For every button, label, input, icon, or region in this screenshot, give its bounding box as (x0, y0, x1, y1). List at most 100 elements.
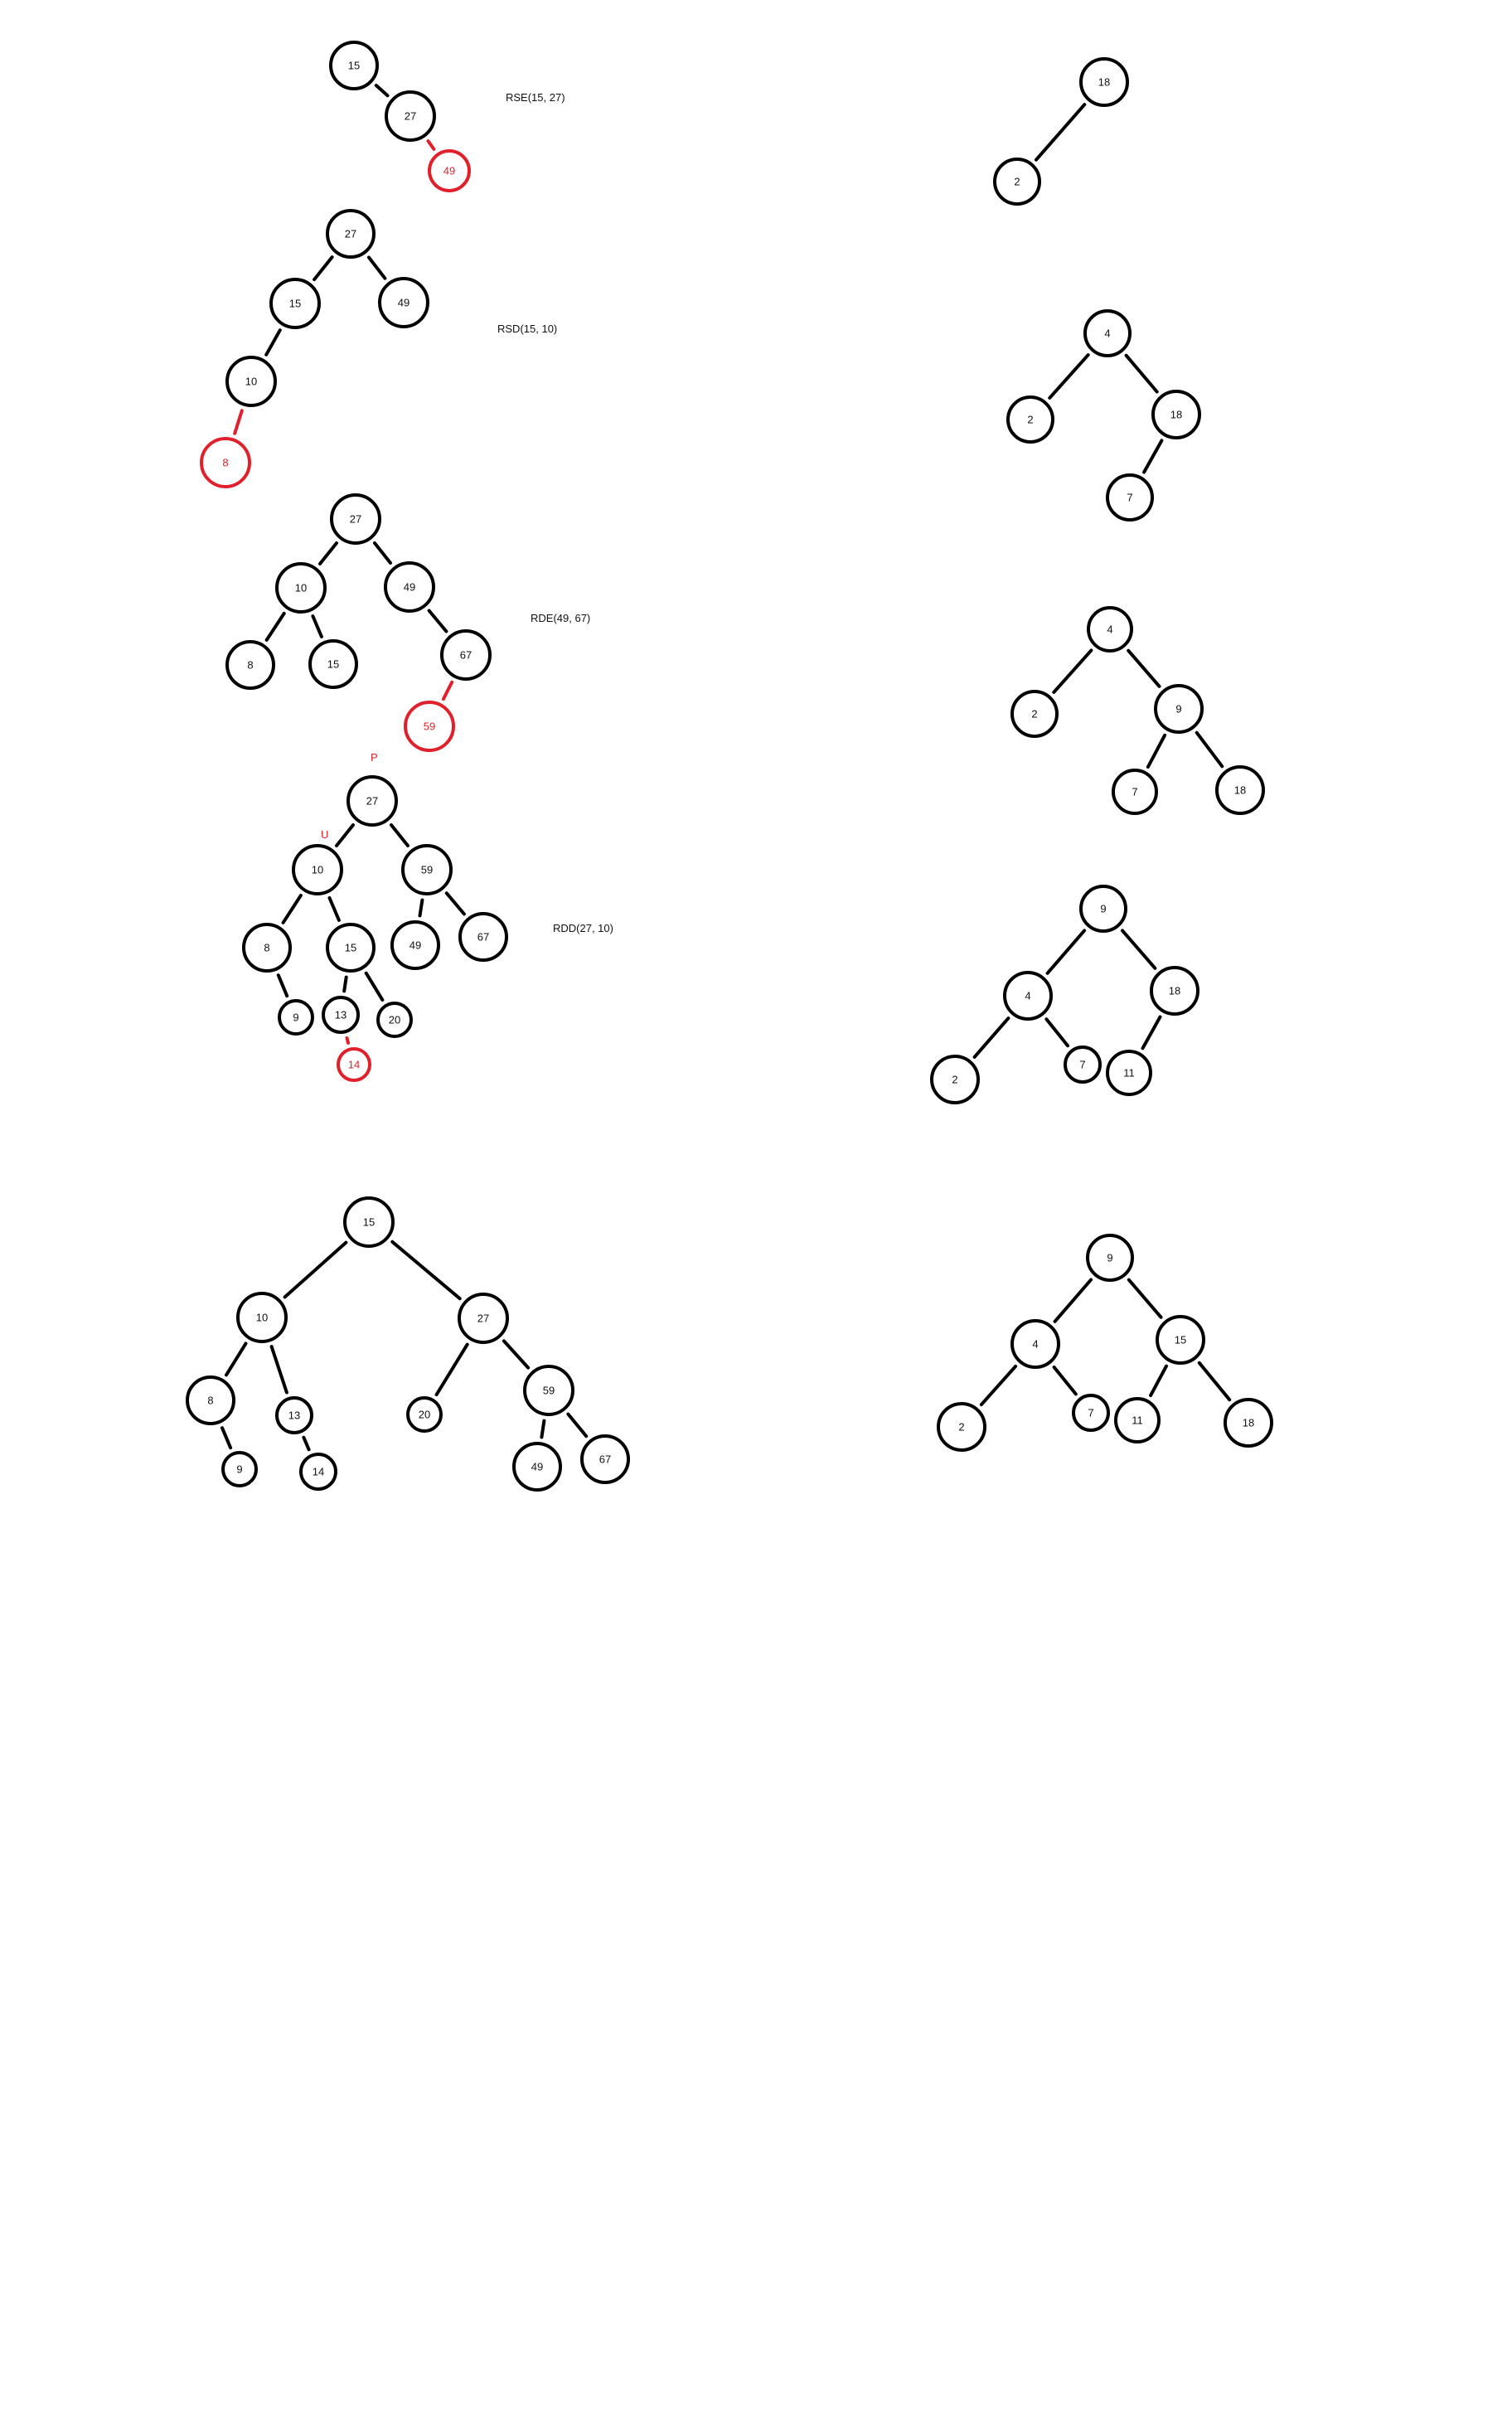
tree-node: 27 (326, 209, 376, 259)
tree-edge (225, 1341, 248, 1377)
tree-edge (345, 1036, 350, 1045)
node-circle (326, 209, 376, 259)
rotation-label: RSD(15, 10) (497, 323, 557, 335)
node-value: 2 (958, 1421, 964, 1434)
tree-node: 2 (930, 1055, 980, 1104)
tree-node: 8 (242, 923, 292, 973)
node-circle (278, 999, 314, 1036)
node-circle (1112, 769, 1158, 815)
node-value: 59 (543, 1385, 555, 1397)
node-circle (993, 158, 1041, 206)
node-circle (343, 1196, 395, 1248)
tree-edge (426, 139, 436, 151)
node-circle (1064, 1046, 1102, 1084)
node-circle (384, 561, 435, 613)
tree-node: 67 (580, 1434, 630, 1484)
tree-node: 10 (236, 1292, 288, 1343)
node-circle (401, 844, 453, 895)
node-value: 27 (345, 228, 356, 240)
node-value: 4 (1032, 1338, 1038, 1351)
node-value: 11 (1123, 1067, 1135, 1080)
node-value: 15 (289, 298, 301, 310)
tree-node: 9 (1154, 684, 1204, 734)
node-circle (1010, 1319, 1060, 1369)
node-circle (330, 493, 381, 545)
tree-node: 18 (1150, 966, 1199, 1016)
node-circle (1114, 1397, 1161, 1443)
node-value: 9 (236, 1463, 242, 1476)
tree-edge (1044, 1017, 1069, 1048)
tree-node: 7 (1072, 1394, 1110, 1432)
node-value: 18 (1098, 76, 1110, 89)
node-circle (440, 629, 492, 681)
tree-edge (1146, 733, 1167, 769)
node-value: 2 (1031, 708, 1037, 720)
node-value: 10 (245, 376, 257, 388)
tree-t3: 27 10 49 8 15 67 59 RDE(49, 67) (225, 493, 590, 752)
node-value: 20 (389, 1014, 400, 1026)
tree-edge (281, 894, 303, 924)
tree-node: 2 (1010, 690, 1059, 738)
tree-node: 2 (1006, 395, 1054, 444)
node-circle (269, 278, 321, 329)
inserted-node: 49 (428, 149, 471, 192)
tree-node: 27 (346, 775, 398, 827)
node-value: 27 (366, 795, 378, 808)
node-circle (1150, 966, 1199, 1016)
tree-r1: 18 2 (993, 57, 1129, 206)
tree-node: 18 (1224, 1398, 1273, 1448)
tree-node: 9 (278, 999, 314, 1036)
node-value: 8 (207, 1395, 213, 1407)
node-circle (186, 1375, 235, 1425)
tree-edge (444, 891, 466, 916)
node-value: 7 (1088, 1407, 1093, 1419)
tree-edge (502, 1339, 531, 1370)
node-circle (930, 1055, 980, 1104)
tree-edge (373, 541, 392, 565)
tree-node: 4 (1010, 1319, 1060, 1369)
node-value: 27 (477, 1312, 489, 1325)
tree-node: 49 (390, 920, 440, 970)
node-circle (937, 1402, 986, 1452)
node-circle (458, 912, 508, 962)
node-circle (376, 1002, 413, 1038)
tree-node: 18 (1215, 765, 1265, 815)
node-value: 49 (443, 165, 455, 177)
node-value: 10 (312, 864, 323, 876)
node-circle (385, 90, 436, 142)
rotation-label: RDE(49, 67) (531, 612, 590, 624)
node-value: 14 (313, 1466, 324, 1478)
tree-edge (367, 255, 387, 280)
tree-edge (1124, 353, 1159, 394)
node-circle (275, 562, 327, 614)
tree-t4: 27 10 59 8 15 49 67 9 13 20 14 RDD(27, 10) P U (242, 751, 613, 1082)
tree-node: 13 (322, 996, 360, 1034)
tree-node: 15 (1156, 1315, 1205, 1365)
tree-edge (313, 255, 334, 282)
node-value: 15 (363, 1216, 375, 1229)
node-value: 4 (1025, 990, 1030, 1002)
node-circle (292, 844, 343, 895)
node-value: 11 (1132, 1414, 1143, 1427)
inserted-node: 14 (337, 1047, 371, 1082)
tree-edge (1142, 439, 1164, 474)
tree-node: 11 (1114, 1397, 1161, 1443)
tree-node: 27 (458, 1293, 509, 1344)
tree-r5: 9 4 15 2 7 11 18 (937, 1234, 1273, 1452)
tree-node: 10 (275, 562, 327, 614)
node-circle (378, 277, 429, 328)
node-marker-p: P (371, 751, 378, 764)
tree-node: 7 (1106, 473, 1154, 522)
node-circle (225, 640, 275, 690)
tree-r3: 4 2 9 7 18 (1010, 606, 1265, 815)
tree-node: 7 (1064, 1046, 1102, 1084)
rotation-label: RDD(27, 10) (553, 922, 613, 934)
tree-edge (264, 611, 286, 642)
node-value: 67 (460, 649, 472, 662)
node-value: 59 (424, 720, 435, 733)
tree-edge (233, 409, 244, 435)
tree-edge (342, 975, 348, 993)
node-circle (1087, 606, 1133, 653)
tree-node: 9 (1086, 1234, 1134, 1282)
tree-edge (418, 898, 424, 918)
